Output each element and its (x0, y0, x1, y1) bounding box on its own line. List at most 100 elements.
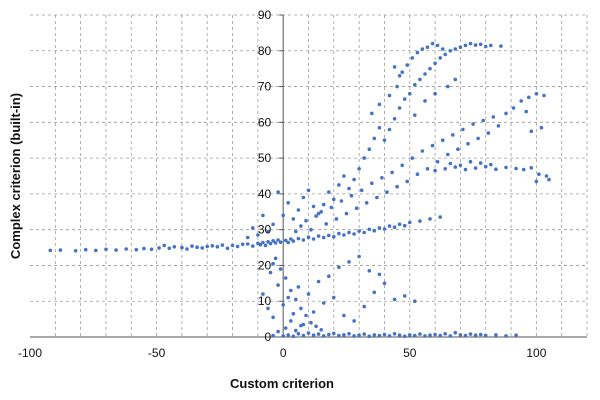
y-tick-label: 70 (258, 80, 272, 94)
data-point (423, 72, 427, 76)
x-tick-label: 100 (526, 346, 546, 360)
data-point (73, 249, 78, 253)
data-point (304, 218, 308, 223)
data-point (438, 333, 443, 338)
data-point (392, 117, 397, 121)
data-point (524, 109, 528, 114)
data-point (395, 184, 399, 189)
data-point (294, 229, 298, 234)
data-point (413, 333, 417, 338)
data-point (352, 319, 356, 323)
data-point (367, 147, 372, 151)
data-point (332, 331, 336, 336)
data-point (114, 248, 118, 252)
data-point (321, 301, 326, 305)
data-point (483, 44, 488, 49)
data-point (337, 333, 341, 338)
data-point (413, 299, 417, 304)
data-point (415, 172, 420, 176)
data-point (251, 226, 255, 230)
data-point (385, 190, 389, 194)
data-point (342, 174, 346, 178)
data-point (347, 332, 351, 336)
data-point (471, 122, 475, 126)
data-point (443, 52, 448, 57)
data-point (402, 223, 407, 228)
data-point (286, 333, 291, 337)
data-point (372, 290, 377, 295)
data-point (433, 61, 437, 66)
data-point (456, 147, 460, 151)
data-point (271, 239, 275, 243)
data-point (486, 131, 491, 135)
data-point (332, 197, 336, 202)
data-point (278, 267, 283, 271)
data-point (299, 323, 303, 328)
data-point (494, 167, 498, 171)
data-point (273, 241, 278, 245)
data-point (451, 133, 455, 137)
data-point (542, 93, 546, 98)
data-point (372, 228, 377, 233)
data-point (514, 333, 518, 338)
data-point (321, 235, 326, 240)
data-point (261, 213, 265, 218)
data-point (304, 313, 308, 318)
data-point (319, 328, 324, 332)
data-point (306, 292, 311, 296)
data-point (519, 99, 523, 103)
data-point (200, 246, 204, 250)
data-point (428, 333, 432, 338)
data-point (296, 208, 301, 212)
data-point (423, 334, 427, 338)
data-point (289, 288, 293, 293)
data-point (342, 313, 346, 318)
data-point (514, 166, 518, 171)
data-point (481, 118, 486, 123)
data-point (370, 181, 374, 185)
data-point (453, 77, 458, 82)
data-point (311, 237, 316, 241)
data-point (392, 65, 397, 69)
data-point (397, 106, 402, 110)
data-point (504, 334, 508, 338)
data-point (392, 332, 397, 336)
data-point (397, 74, 402, 78)
data-point (529, 129, 534, 134)
y-tick-label: 10 (258, 294, 272, 308)
data-point (382, 332, 387, 337)
data-point (258, 242, 263, 247)
y-tick-label: 80 (258, 44, 272, 58)
data-point (278, 240, 283, 244)
data-point (418, 77, 422, 82)
data-point (443, 332, 448, 336)
data-point (281, 303, 286, 307)
data-point (251, 244, 255, 248)
data-point (448, 161, 453, 166)
data-point (529, 166, 534, 170)
y-tick-label: 20 (258, 258, 272, 272)
data-point (291, 217, 296, 221)
data-point (332, 295, 336, 300)
x-tick-label: 50 (403, 346, 417, 360)
data-point (402, 97, 407, 101)
data-point (339, 199, 344, 203)
data-point (405, 179, 410, 184)
data-point (271, 261, 275, 266)
data-point (337, 183, 341, 187)
data-point (377, 102, 382, 107)
data-point (433, 332, 437, 337)
data-point (271, 222, 275, 227)
data-point (215, 245, 220, 249)
data-point (461, 127, 465, 132)
data-point (440, 47, 445, 51)
data-point (357, 229, 361, 233)
data-point (367, 334, 372, 339)
data-point (294, 328, 298, 333)
data-point (311, 204, 316, 209)
data-point (392, 297, 397, 302)
data-point (377, 272, 382, 277)
data-point (281, 334, 286, 338)
data-point (478, 42, 483, 47)
data-point (195, 245, 199, 249)
